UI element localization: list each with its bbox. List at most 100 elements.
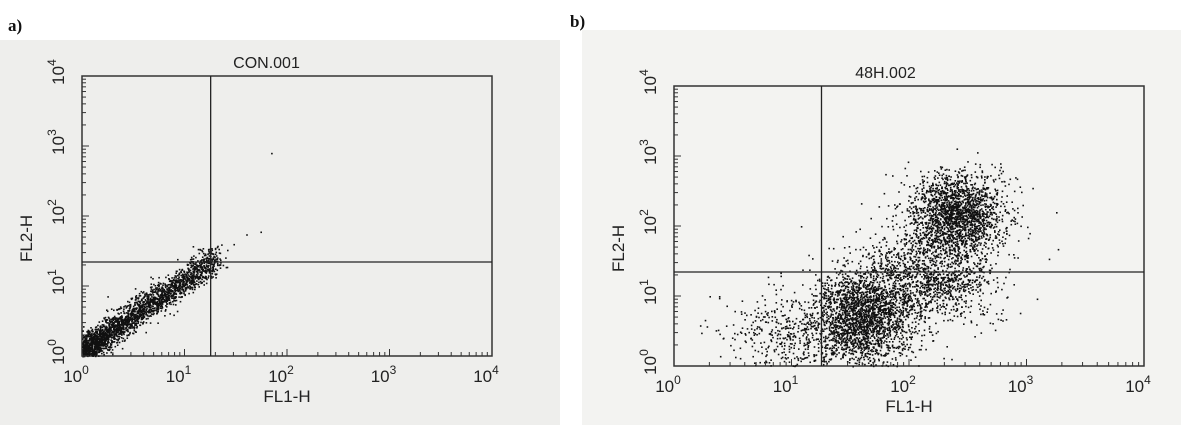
p0-event-cluster-0 <box>104 333 106 336</box>
p1-event-cluster-1 <box>946 192 949 194</box>
p1-event-cluster-0 <box>914 356 917 358</box>
p0-event-cluster-0 <box>175 289 177 292</box>
p0-event-cluster-0 <box>170 286 172 288</box>
p1-event-cluster-0 <box>878 307 881 310</box>
p0-event-cluster-0 <box>82 341 85 344</box>
p1-event-cluster-0 <box>898 327 900 329</box>
p1-event-cluster-0 <box>889 290 891 293</box>
p1-event-cluster-1 <box>891 220 894 222</box>
p1-event-cluster-0 <box>896 265 898 267</box>
p1-event-cluster-0 <box>878 344 881 346</box>
p1-event-cluster-0 <box>825 322 828 325</box>
p1-event-cluster-0 <box>878 325 880 327</box>
p0-event-cluster-0 <box>149 310 151 313</box>
p0-event-cluster-0 <box>153 312 155 315</box>
p0-event-cluster-0 <box>104 319 107 322</box>
p1-event-cluster-0 <box>884 326 886 329</box>
p1-event-cluster-0 <box>861 315 864 318</box>
p0-event-cluster-0 <box>119 332 121 334</box>
p1-event-cluster-0 <box>873 258 875 261</box>
p1-event-cluster-0 <box>888 302 890 304</box>
p1-event-cluster-0 <box>846 306 848 308</box>
p0-event-cluster-0 <box>183 270 186 273</box>
p0-event-cluster-0 <box>106 310 109 313</box>
p1-event-cluster-0 <box>849 340 851 342</box>
p0-event-cluster-0 <box>194 268 197 271</box>
p0-event-outlier <box>271 152 273 155</box>
p1-event-cluster-0 <box>869 349 872 352</box>
p1-event-cluster-0 <box>808 254 810 257</box>
p1-event-cluster-0 <box>880 313 882 315</box>
p1-event-cluster-1 <box>944 242 947 244</box>
p1-event-cluster-0 <box>861 352 864 355</box>
p1-event-cluster-0 <box>827 287 829 289</box>
p1-event-cluster-0 <box>852 325 854 327</box>
p1-event-cluster-0 <box>899 352 902 354</box>
p0-event-cluster-0 <box>101 342 103 345</box>
p1-event-cluster-0 <box>892 364 895 366</box>
p1-event-cluster-0 <box>852 334 854 336</box>
p0-event-cluster-0 <box>146 301 149 303</box>
p0-event-cluster-0 <box>100 336 102 338</box>
p1-event-cluster-0 <box>829 308 832 311</box>
p1-event-cluster-0 <box>884 285 886 287</box>
p0-event-cluster-0 <box>192 291 195 294</box>
p0-event-cluster-0 <box>191 281 194 283</box>
p1-event-cluster-0 <box>873 343 875 345</box>
p1-event-cluster-0 <box>903 284 905 286</box>
p1-event-cluster-1 <box>921 193 924 195</box>
p0-event-cluster-0 <box>172 303 175 306</box>
p1-event-cluster-0 <box>835 348 838 350</box>
p1-event-cluster-0 <box>840 315 842 318</box>
p1-event-cluster-0 <box>848 291 851 294</box>
p1-event-cluster-0 <box>854 346 857 348</box>
p0-event-cluster-0 <box>173 314 175 317</box>
p0-event-cluster-0 <box>118 335 120 338</box>
p1-event-cluster-0 <box>844 265 846 268</box>
p0-event-cluster-0 <box>216 257 219 259</box>
p1-event-cluster-0 <box>906 293 909 296</box>
p1-event-cluster-0 <box>887 336 890 338</box>
p1-event-cluster-0 <box>860 340 862 343</box>
p1-event-cluster-0 <box>875 364 877 366</box>
p1-event-cluster-0 <box>832 319 834 321</box>
p1-event-cluster-0 <box>844 317 846 319</box>
p1-event-cluster-0 <box>885 341 888 343</box>
p1-event-cluster-0 <box>838 333 840 336</box>
p0-event-cluster-0 <box>197 276 200 278</box>
p1-event-cluster-0 <box>847 328 849 331</box>
p1-event-cluster-0 <box>828 298 831 301</box>
p1-event-cluster-0 <box>872 361 874 364</box>
p1-event-cluster-0 <box>804 344 807 346</box>
p0-event-cluster-0 <box>128 301 131 304</box>
p0-event-cluster-0 <box>177 280 179 283</box>
p1-event-cluster-1 <box>923 180 925 182</box>
p0-event-cluster-0 <box>148 315 150 318</box>
p1-event-cluster-0 <box>877 341 880 343</box>
p0-event-cluster-0 <box>179 287 181 290</box>
p0-event-cluster-0 <box>124 323 127 325</box>
p1-event-cluster-0 <box>866 285 869 287</box>
p1-event-cluster-0 <box>889 347 891 349</box>
p1-event-cluster-0 <box>841 329 843 331</box>
p1-event-cluster-0 <box>850 331 853 334</box>
p1-event-cluster-0 <box>894 328 897 330</box>
p1-event-cluster-0 <box>812 321 815 324</box>
p0-event-cluster-0 <box>82 349 84 351</box>
p0-event-cluster-0 <box>141 308 144 311</box>
p0-event-cluster-0 <box>207 262 210 265</box>
p1-event-cluster-0 <box>877 345 880 347</box>
p0-event-cluster-0 <box>207 253 209 256</box>
p1-event-cluster-0 <box>890 274 892 277</box>
p0-event-cluster-0 <box>152 294 155 296</box>
p1-event-cluster-0 <box>871 264 874 266</box>
p1-event-cluster-0 <box>914 327 916 330</box>
p0-event-cluster-0 <box>88 342 90 344</box>
p1-event-cluster-1 <box>966 187 968 190</box>
p1-event-cluster-0 <box>835 330 838 333</box>
p1-event-cluster-0 <box>829 296 832 298</box>
p0-event-cluster-0 <box>215 251 218 254</box>
p0-event-cluster-0 <box>107 340 109 342</box>
p0-event-cluster-0 <box>107 296 109 298</box>
p1-event-cluster-0 <box>823 336 825 339</box>
